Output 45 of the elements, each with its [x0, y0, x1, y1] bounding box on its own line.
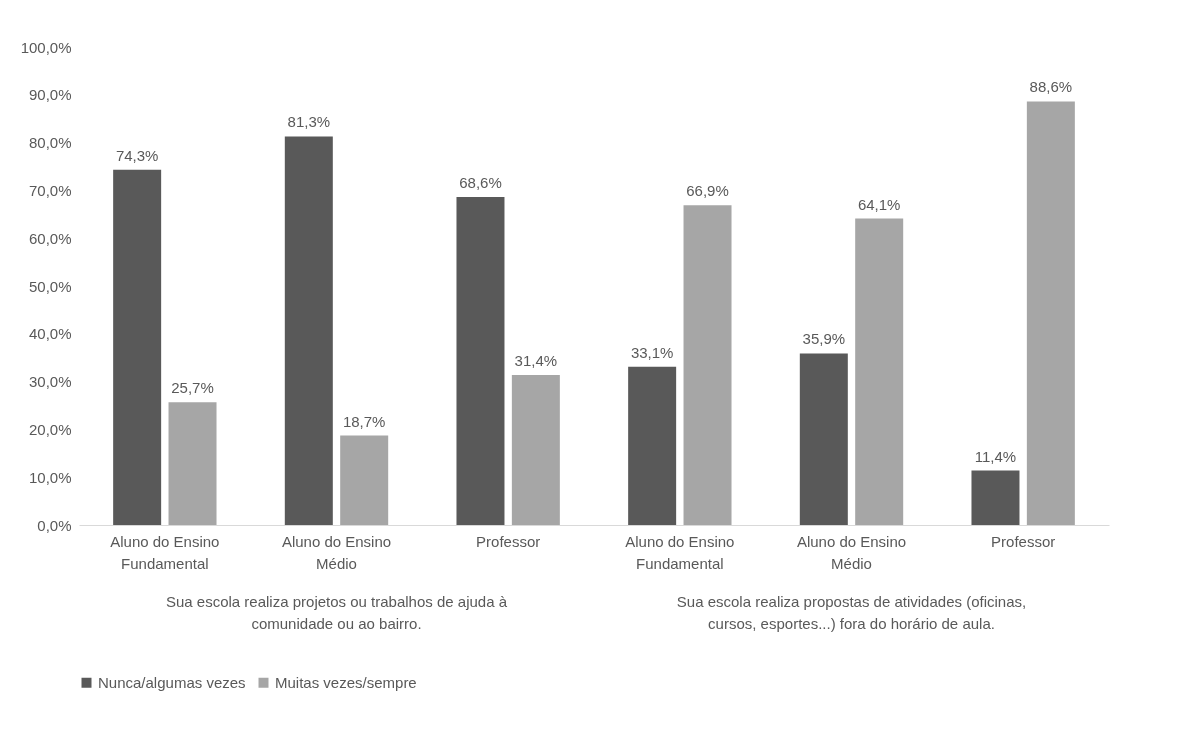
data-label: 81,3%: [287, 113, 331, 131]
x-tick-label: Aluno do Ensino Fundamental: [625, 533, 735, 572]
bar: [511, 374, 560, 525]
data-label: 11,4%: [974, 447, 1017, 465]
text: Sua escola realiza projetos ou trabalhos de ajuda à comunidade ou ao bairro.: [165, 593, 508, 632]
y-tick-label: 20,0%: [28, 420, 72, 438]
y-tick-label: 50,0%: [28, 277, 72, 295]
x-tick-label: Aluno do Ensino Médio: [796, 533, 907, 572]
bar: [855, 218, 904, 525]
data-label: 64,1%: [857, 195, 901, 213]
x-tick-label: Aluno do Ensino Médio: [281, 533, 392, 572]
y-tick-label: 70,0%: [28, 181, 72, 199]
legend-label: Nunca/algumas vezes: [98, 673, 246, 691]
x-tick-label: Professor: [991, 533, 1056, 550]
data-label: 33,1%: [630, 343, 674, 361]
legend-label: Muitas vezes/sempre: [275, 673, 417, 691]
bar: [971, 470, 1020, 525]
bar: [683, 205, 732, 525]
text: Sua escola realiza propostas de atividades (oficinas, cursos, esportes...) fora do horário de aula.: [676, 593, 1027, 632]
data-label: 18,7%: [342, 412, 386, 430]
bar: [340, 435, 389, 525]
bar: [168, 402, 217, 525]
bar: [1026, 101, 1075, 525]
y-tick-label: 80,0%: [28, 134, 72, 152]
data-label: 88,6%: [1029, 78, 1073, 96]
bar: [456, 197, 505, 525]
bar: [799, 353, 848, 525]
y-tick-label: 30,0%: [28, 373, 72, 391]
data-label: 25,7%: [171, 379, 214, 397]
data-label: 66,9%: [686, 182, 729, 200]
bar: [284, 136, 333, 525]
y-tick-label: 40,0%: [28, 325, 72, 343]
y-tick-label: 100,0%: [20, 38, 72, 56]
bar: [113, 169, 162, 525]
y-tick-label: 10,0%: [28, 468, 72, 486]
data-label: 74,3%: [115, 146, 159, 164]
bar: [628, 366, 677, 525]
y-tick-label: 60,0%: [28, 229, 72, 247]
x-tick-label: Aluno do Ensino Fundamental: [110, 533, 220, 572]
x-tick-label: Professor: [476, 533, 541, 550]
data-label: 35,9%: [802, 330, 846, 348]
y-tick-label: 90,0%: [28, 86, 72, 104]
data-label: 68,6%: [459, 174, 502, 192]
y-tick-label: 0,0%: [37, 516, 72, 534]
data-label: 31,4%: [514, 351, 558, 369]
